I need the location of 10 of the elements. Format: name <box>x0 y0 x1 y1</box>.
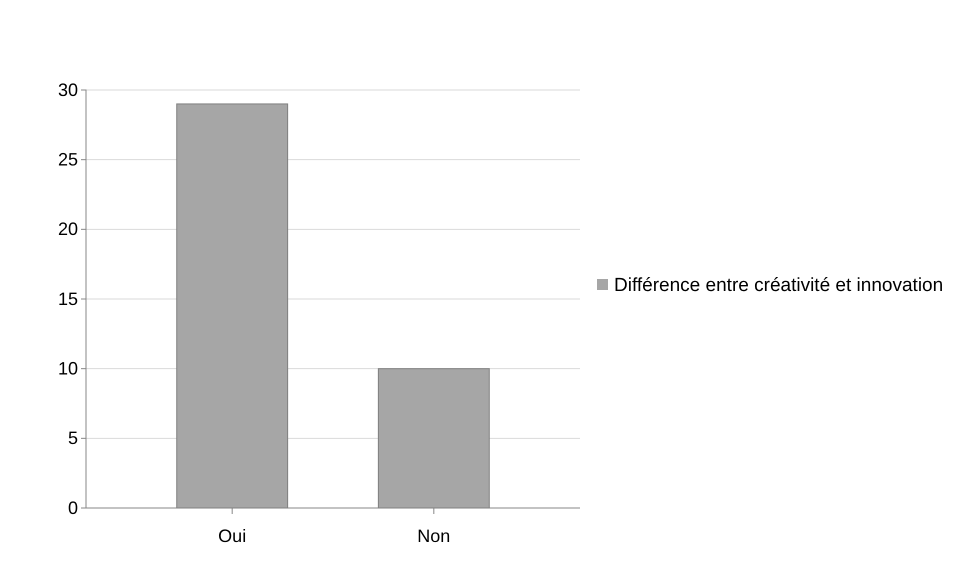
y-tick-label: 30 <box>58 80 78 100</box>
y-tick-label: 15 <box>58 288 78 309</box>
y-tick-label: 10 <box>58 358 78 378</box>
y-tick-label: 20 <box>58 219 78 240</box>
legend-label: Différence entre créativité et innovation <box>614 275 944 296</box>
y-tick-label: 5 <box>68 428 78 448</box>
y-tick-label: 0 <box>68 498 78 518</box>
x-tick-label: Oui <box>218 526 246 546</box>
y-tick-label: 25 <box>58 149 78 170</box>
x-tick-label: Non <box>417 526 450 546</box>
